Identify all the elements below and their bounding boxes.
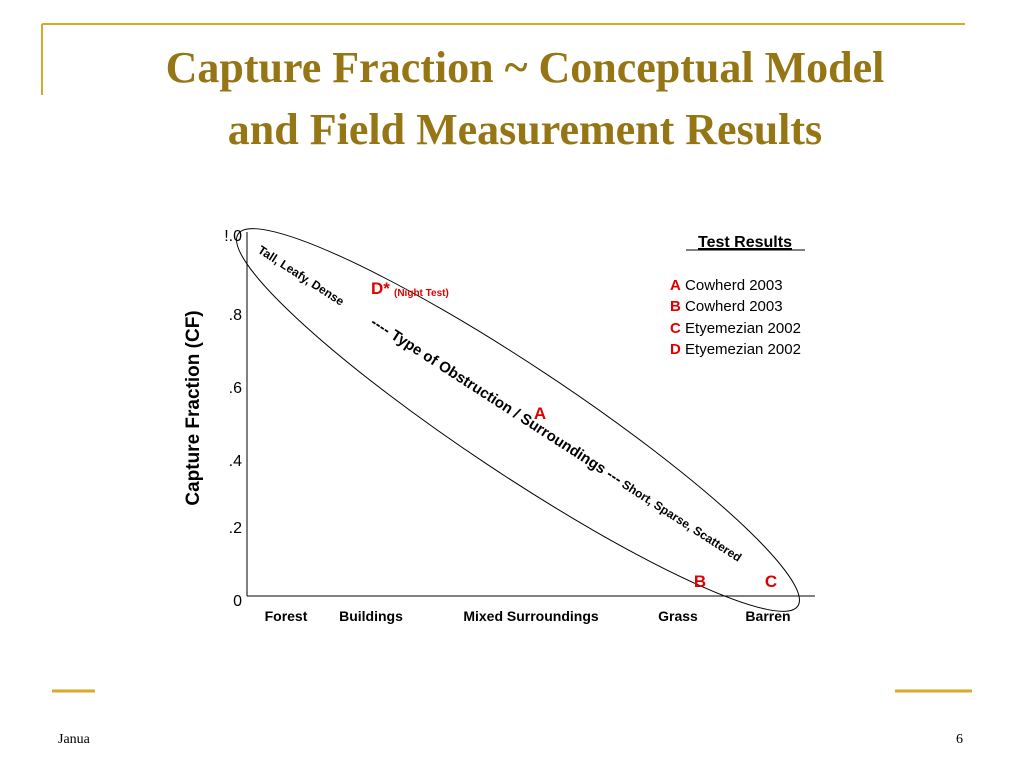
point-label: D* [371, 279, 390, 298]
title-line: and Field Measurement Results [228, 105, 822, 154]
point-note: (Night Test) [394, 288, 449, 299]
decor [41, 23, 972, 693]
legend-key: D [670, 341, 681, 358]
y-tick-label: .6 [229, 380, 242, 397]
legend-text: Cowherd 2003 [685, 298, 783, 315]
legend-title: Test Results [698, 234, 792, 251]
legend-text: Etyemezian 2002 [685, 320, 801, 337]
category-label: Mixed Surroundings [463, 608, 599, 624]
legend-key: C [670, 320, 681, 337]
category-label: Forest [265, 608, 308, 624]
y-tick-label: !.0 [224, 228, 242, 245]
legend-text: Cowherd 2003 [685, 277, 783, 294]
category-label: Grass [658, 608, 698, 624]
footer-date: Janua [58, 732, 91, 747]
y-tick-label: .4 [229, 453, 242, 470]
legend-entry: B Cowherd 2003 [670, 298, 783, 315]
point-label: C [765, 572, 777, 591]
legend-entry: D Etyemezian 2002 [670, 341, 801, 358]
y-axis-label: Capture Fraction (CF) [183, 310, 204, 505]
point-label: B [694, 572, 706, 591]
legend-entry: A Cowherd 2003 [670, 277, 783, 294]
chart: !.0 .8 .6 .4 .2 0 Capture Fraction (CF) … [183, 228, 815, 624]
ellipse [236, 228, 800, 612]
legend-text: Etyemezian 2002 [685, 341, 801, 358]
legend-key: B [670, 298, 681, 315]
diagonal-part: Short, Sparse, Scattered [619, 477, 744, 564]
title-line: Capture Fraction ~ Conceptual Model [166, 43, 885, 92]
legend-entry: C Etyemezian 2002 [670, 320, 801, 337]
legend: Test Results A Cowherd 2003 B Cowherd 20… [670, 234, 805, 358]
point-label: A [534, 404, 546, 423]
y-tick-label: 0 [233, 593, 242, 610]
y-tick-label: .2 [229, 520, 242, 537]
y-tick-label: .8 [229, 307, 242, 324]
category-label: Buildings [339, 608, 403, 624]
legend-key: A [670, 277, 681, 294]
page-number: 6 [956, 732, 963, 747]
category-label: Barren [745, 608, 790, 624]
